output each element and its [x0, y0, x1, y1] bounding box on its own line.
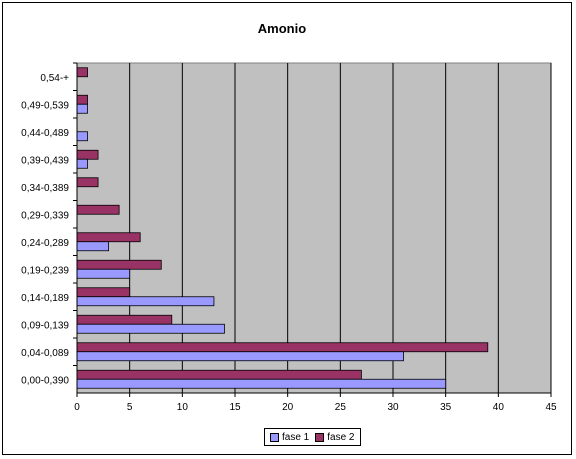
- bar-fase-2: [76, 149, 99, 160]
- x-tick-label-10: 10: [177, 402, 189, 413]
- y-tick-label: 0,24-0,289: [21, 238, 69, 249]
- legend-item-fase-2: fase 2: [315, 431, 355, 443]
- x-tick-label-35: 35: [440, 402, 452, 413]
- bar-fase-1: [76, 351, 404, 362]
- bar-fase-2: [76, 314, 173, 325]
- x-tick-label-5: 5: [127, 402, 133, 413]
- x-tick-label-40: 40: [493, 402, 505, 413]
- legend-label-fase-1: fase 1: [282, 431, 310, 443]
- y-tick-label: 0,29-0,339: [21, 210, 69, 221]
- bar-fase-2: [76, 204, 120, 215]
- bar-fase-1: [76, 323, 225, 334]
- y-tick-label: 0,14-0,189: [21, 293, 69, 304]
- bar-fase-2: [76, 259, 162, 270]
- bar-fase-2: [76, 232, 141, 243]
- bar-fase-2: [76, 94, 88, 105]
- bar-fase-1: [76, 103, 88, 114]
- bar-fase-1: [76, 131, 88, 142]
- bar-fase-2: [76, 67, 88, 78]
- x-tick-label-15: 15: [229, 402, 241, 413]
- bar-fase-1: [76, 241, 110, 252]
- x-tick-label-30: 30: [387, 402, 399, 413]
- y-tick-label: 0,49-0,539: [21, 100, 69, 111]
- bar-fase-2: [76, 369, 362, 380]
- legend-item-fase-1: fase 1: [270, 432, 309, 443]
- bar-fase-2: [76, 342, 489, 353]
- x-tick-label-0: 0: [74, 402, 80, 413]
- chart-title: Amonio: [258, 21, 306, 36]
- bar-fase-2: [76, 287, 131, 298]
- legend: fase 1 fase 2: [264, 428, 361, 446]
- legend-swatch-fase-2: [315, 432, 325, 442]
- y-tick-label: 0,19-0,239: [21, 265, 69, 276]
- bar-fase-1: [76, 378, 447, 389]
- y-tick-label: 0,00-0,390: [21, 375, 69, 386]
- bar-fase-1: [76, 158, 88, 169]
- legend-swatch-fase-1: [270, 432, 279, 442]
- plot-area: [76, 62, 552, 394]
- y-tick-label: 0,44-0,489: [21, 128, 69, 139]
- bar-fase-2: [76, 177, 99, 188]
- x-tick-label-45: 45: [545, 402, 557, 413]
- y-tick-label: 0,39-0,439: [21, 155, 69, 166]
- x-tick-label-25: 25: [335, 402, 347, 413]
- y-tick-label: 0,09-0,139: [21, 320, 69, 331]
- bar-fase-1: [76, 296, 215, 307]
- y-tick-label: 0,04-0,089: [21, 348, 69, 359]
- legend-label-fase-2: fase 2: [327, 431, 355, 443]
- bar-fase-1: [76, 268, 131, 279]
- x-tick-label-20: 20: [282, 402, 294, 413]
- y-tick-label: 0,54-+: [40, 73, 69, 84]
- y-tick-label: 0,34-0,389: [21, 183, 69, 194]
